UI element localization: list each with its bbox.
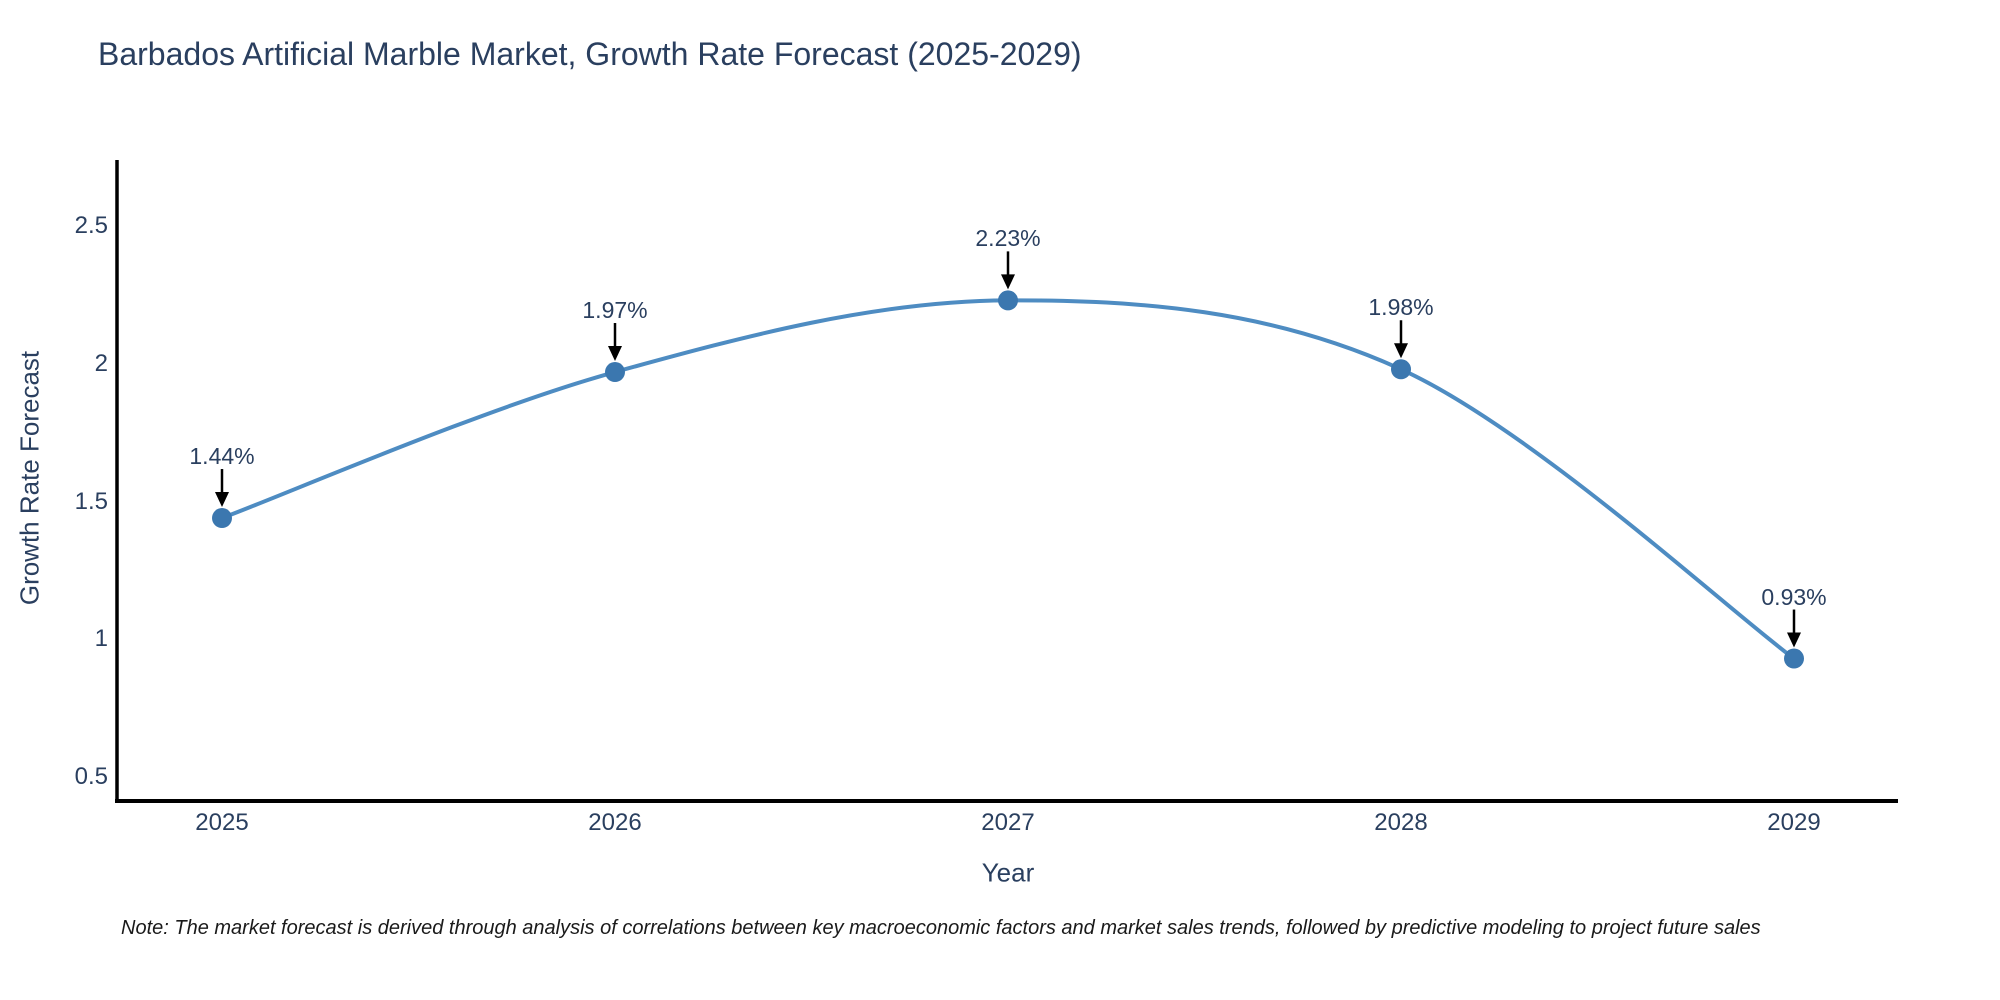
annotation-arrow-head [215, 492, 229, 508]
annotation-arrow-head [1394, 343, 1408, 359]
x-tick-label: 2029 [1767, 809, 1821, 836]
data-point-label: 2.23% [975, 225, 1041, 252]
data-point-2026 [605, 362, 625, 383]
data-point-2027 [998, 290, 1018, 311]
data-point-label: 1.98% [1368, 294, 1434, 321]
x-tick-label: 2026 [588, 809, 642, 836]
forecast-line [221, 298, 1796, 661]
data-point-label: 0.93% [1761, 583, 1827, 610]
chart-title: Barbados Artificial Marble Market, Growt… [98, 36, 1082, 72]
y-tick-label: 1.5 [74, 487, 108, 515]
annotation-arrow-head [608, 346, 622, 362]
x-tick-label: 2025 [195, 809, 249, 836]
x-tick-label: 2028 [1374, 809, 1428, 836]
y-tick-label: 2.5 [74, 212, 108, 239]
footnote: Note: The market forecast is derived thr… [121, 917, 1761, 939]
annotation-arrow-head [1001, 274, 1015, 290]
data-point-2028 [1391, 359, 1411, 380]
data-point-label: 1.44% [189, 443, 255, 470]
y-tick-label: 0.5 [74, 763, 108, 790]
y-tick-label: 2 [94, 349, 108, 377]
x-tick-label: 2027 [981, 809, 1035, 836]
annotation-arrow-head [1787, 632, 1801, 648]
y-tick-label: 1 [94, 625, 108, 653]
data-point-label: 1.97% [582, 297, 648, 323]
x-axis-title: Year [981, 857, 1035, 888]
data-point-2025 [212, 508, 232, 529]
y-axis-title: Growth Rate Forecast [14, 350, 45, 606]
data-point-2029 [1784, 648, 1804, 669]
